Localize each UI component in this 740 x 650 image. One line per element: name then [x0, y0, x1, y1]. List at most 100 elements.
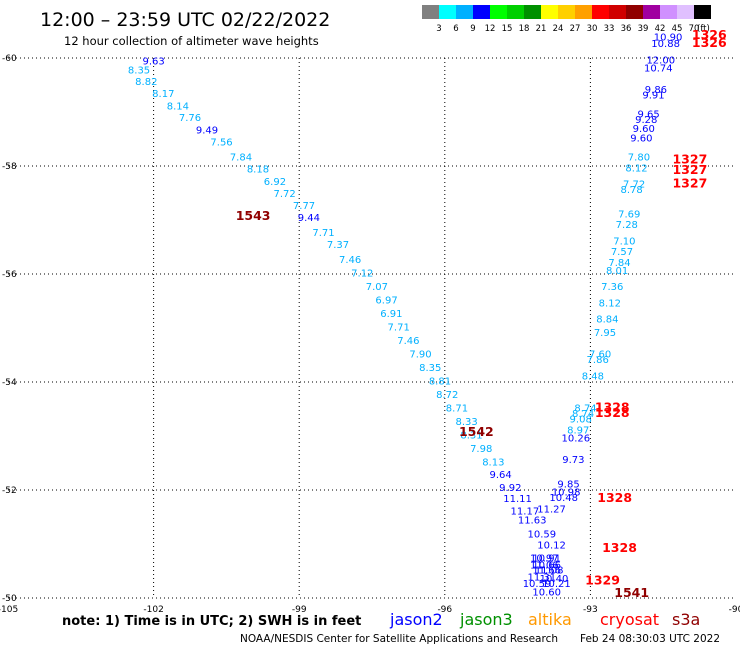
satellite-legend-item: s3a — [672, 610, 700, 629]
colorbar-swatch — [592, 5, 609, 19]
colorbar-swatch — [677, 5, 694, 19]
satellite-legend-item: altika — [528, 610, 572, 629]
wave-height-value: 9.73 — [562, 455, 584, 466]
wave-height-value: 7.90 — [409, 350, 431, 361]
wave-height-value: 11.63 — [518, 515, 547, 526]
wave-height-value: 7.69 — [618, 209, 640, 220]
wave-height-value: 7.57 — [611, 247, 633, 258]
wave-height-value: 6.97 — [375, 296, 397, 307]
wave-height-value: 11.31 — [528, 573, 557, 584]
satellite-legend: jason2 jason3 altika cryosat s3a — [389, 610, 700, 629]
wave-height-value: 7.12 — [351, 269, 373, 280]
colorbar-swatch — [422, 5, 439, 19]
wave-height-value: 7.36 — [601, 282, 623, 293]
colorbar-label: 33 — [604, 24, 615, 34]
wave-height-value: 10.12 — [537, 540, 566, 551]
wave-height-value: 12.00 — [646, 55, 675, 66]
colorbar-label: 45 — [672, 24, 683, 34]
wave-height-value: 8.17 — [152, 89, 174, 100]
colorbar-swatch — [490, 5, 507, 19]
wave-height-value: 8.35 — [419, 363, 441, 374]
wave-height-value: 10.21 — [542, 579, 571, 590]
colorbar-label: 12 — [485, 24, 496, 34]
pass-label: 1327 — [672, 176, 707, 191]
wave-height-value: 7.80 — [628, 153, 650, 164]
chart-title: 12:00 – 23:59 UTC 02/22/2022 — [40, 9, 330, 31]
wave-height-value: 7.72 — [623, 180, 645, 191]
colorbar-legend: 3 6 9 12 15 18 21 24 27 30 33 36 39 42 45 70(ft) — [422, 5, 711, 34]
y-tick-label: -52 — [2, 486, 17, 496]
wave-height-value: 9.08 — [570, 415, 592, 426]
pass-labels: 1541132913281328154213281328154313271327… — [236, 27, 727, 600]
wave-height-value: 8.01 — [606, 266, 628, 277]
wave-height-value: 11.66 — [532, 566, 561, 577]
wave-height-value: 9.60 — [633, 124, 655, 135]
colorbar-label: 3 — [436, 24, 441, 34]
pass-label: 1328 — [597, 490, 632, 505]
satellite-legend-item: jason2 — [389, 610, 443, 629]
y-tick-label: -58 — [2, 162, 17, 172]
pass-label: 1329 — [585, 573, 620, 588]
wave-height-value: 8.18 — [247, 164, 269, 175]
satellite-legend-item: cryosat — [600, 610, 659, 629]
wave-height-value: 8.84 — [596, 315, 618, 326]
wave-height-value: 10.60 — [532, 587, 561, 598]
footer-note: note: 1) Time is in UTC; 2) SWH is in fe… — [62, 614, 361, 629]
pass-label: 1326 — [692, 35, 727, 50]
pass-label: 1543 — [236, 208, 271, 223]
wave-height-values: 9.638.358.828.178.147.769.497.567.848.18… — [128, 33, 682, 599]
wave-height-value: 6.91 — [380, 309, 402, 320]
wave-height-value: 9.28 — [635, 115, 657, 126]
pass-label: 1328 — [595, 400, 630, 415]
wave-height-value: 9.91 — [642, 91, 664, 102]
x-tick-label: -99 — [292, 605, 307, 615]
wave-height-value: 8.12 — [599, 298, 621, 309]
x-tick-label: -90 — [729, 605, 740, 615]
wave-height-value: 7.46 — [339, 255, 361, 266]
wave-height-value: 10.74 — [644, 64, 673, 75]
colorbar-label: 15 — [502, 24, 513, 34]
credit-right: Feb 24 08:30:03 UTC 2022 — [580, 633, 720, 645]
wave-height-value: 10.59 — [528, 530, 557, 541]
colorbar-label: 21 — [536, 24, 547, 34]
wave-height-value: 8.74 — [572, 409, 594, 420]
wave-height-value: 7.98 — [470, 444, 492, 455]
wave-height-value: 9.65 — [638, 109, 660, 120]
x-tick-label: -102 — [143, 605, 163, 615]
colorbar-swatch — [524, 5, 541, 19]
wave-height-value: 10.48 — [549, 493, 578, 504]
wave-height-value: 8.48 — [582, 371, 604, 382]
wave-height-value: 7.28 — [616, 220, 638, 231]
wave-height-value: 10.98 — [552, 487, 581, 498]
y-tick-label: -54 — [2, 378, 17, 388]
wave-height-value: 8.97 — [567, 425, 589, 436]
wave-height-value: 8.81 — [429, 377, 451, 388]
wave-height-value: 7.84 — [608, 258, 630, 269]
colorbar-swatch — [609, 5, 626, 19]
colorbar-swatch — [575, 5, 592, 19]
wave-height-value: 7.86 — [587, 355, 609, 366]
wave-height-value: 6.92 — [264, 177, 286, 188]
y-tick-label: -50 — [2, 594, 17, 604]
wave-height-value: 7.71 — [312, 228, 334, 239]
wave-height-value: 10.40 — [540, 574, 569, 585]
colorbar-label: 27 — [570, 24, 581, 34]
wave-height-value: 10.66 — [532, 560, 561, 571]
wave-height-value: 7.60 — [589, 350, 611, 361]
wave-height-value: 9.60 — [630, 134, 652, 145]
colorbar-swatch — [541, 5, 558, 19]
colorbar-swatch — [694, 5, 711, 19]
pass-label: 1328 — [595, 405, 630, 420]
wave-height-value: 8.72 — [436, 390, 458, 401]
colorbar-label: 24 — [553, 24, 564, 34]
wave-height-value: 7.77 — [293, 201, 315, 212]
wave-height-value: 10.59 — [523, 579, 552, 590]
wave-height-value: 11.17 — [511, 506, 540, 517]
colorbar-label: 39 — [638, 24, 649, 34]
colorbar-label: 9 — [470, 24, 475, 34]
wave-height-value: 10.97 — [530, 553, 559, 564]
colorbar-swatch — [643, 5, 660, 19]
gridlines — [8, 57, 736, 599]
x-tick-label: -93 — [583, 605, 598, 615]
